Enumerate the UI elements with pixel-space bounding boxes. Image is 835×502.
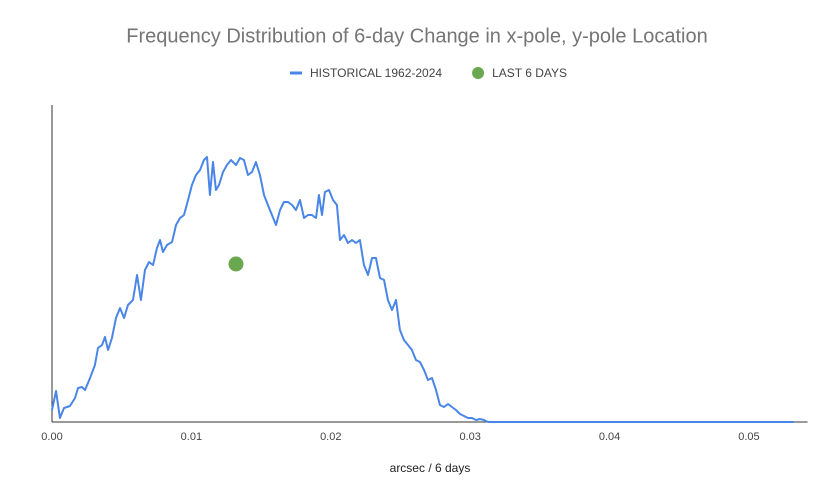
x-tick-label: 0.02 (320, 431, 341, 443)
legend-label: LAST 6 DAYS (492, 66, 567, 80)
x-axis-label: arcsec / 6 days (390, 461, 471, 475)
x-tick-label: 0.01 (181, 431, 202, 443)
x-tick-label: 0.00 (41, 431, 62, 443)
x-tick-label: 0.03 (459, 431, 480, 443)
data-line (51, 156, 794, 423)
data-point (228, 256, 244, 272)
x-tick-label: 0.05 (738, 431, 759, 443)
chart-title: Frequency Distribution of 6-day Change i… (126, 25, 707, 47)
x-tick-label: 0.04 (599, 431, 620, 443)
legend-swatch (472, 67, 485, 79)
legend-label: HISTORICAL 1962-2024 (310, 66, 442, 80)
